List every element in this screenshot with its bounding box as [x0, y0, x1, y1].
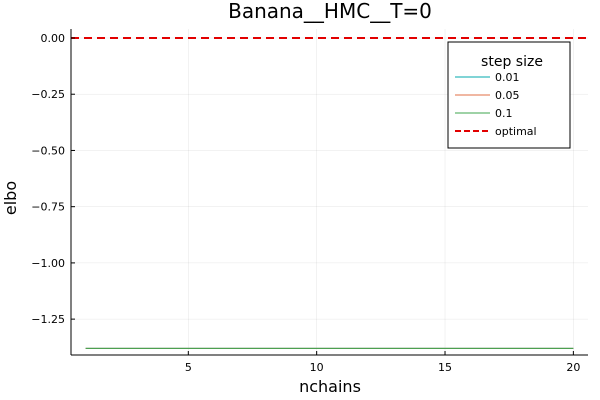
ticks: 5 10 15 20 0.00 −0.25 −0.50 −0.75 −1.00 −1.25 [31, 32, 580, 374]
x-axis-label: nchains [299, 377, 361, 396]
y-tick-label: −0.50 [31, 144, 65, 157]
legend-label: 0.01 [495, 71, 520, 84]
y-tick-label: −1.25 [31, 313, 65, 326]
series-layer [71, 36, 588, 349]
legend-title: step size [481, 54, 543, 70]
legend-items: 0.01 0.05 0.1 optimal [455, 71, 537, 138]
x-tick-label: 5 [185, 361, 192, 374]
chart-title: Banana__HMC__T=0 [228, 0, 432, 23]
y-tick-label: −0.25 [31, 88, 65, 101]
x-tick-label: 20 [566, 361, 580, 374]
y-tick-label: 0.00 [41, 32, 66, 45]
axes [70, 29, 588, 356]
legend-label: 0.1 [495, 107, 513, 120]
y-tick-label: −1.00 [31, 257, 65, 270]
grid [71, 29, 588, 355]
y-axis-label: elbo [1, 181, 20, 215]
x-tick-label: 15 [438, 361, 452, 374]
legend-label: optimal [495, 125, 537, 138]
legend-label: 0.05 [495, 89, 520, 102]
x-tick-label: 10 [310, 361, 324, 374]
y-tick-label: −0.75 [31, 201, 65, 214]
legend: step size 0.01 0.05 0.1 optimal [447, 41, 571, 149]
